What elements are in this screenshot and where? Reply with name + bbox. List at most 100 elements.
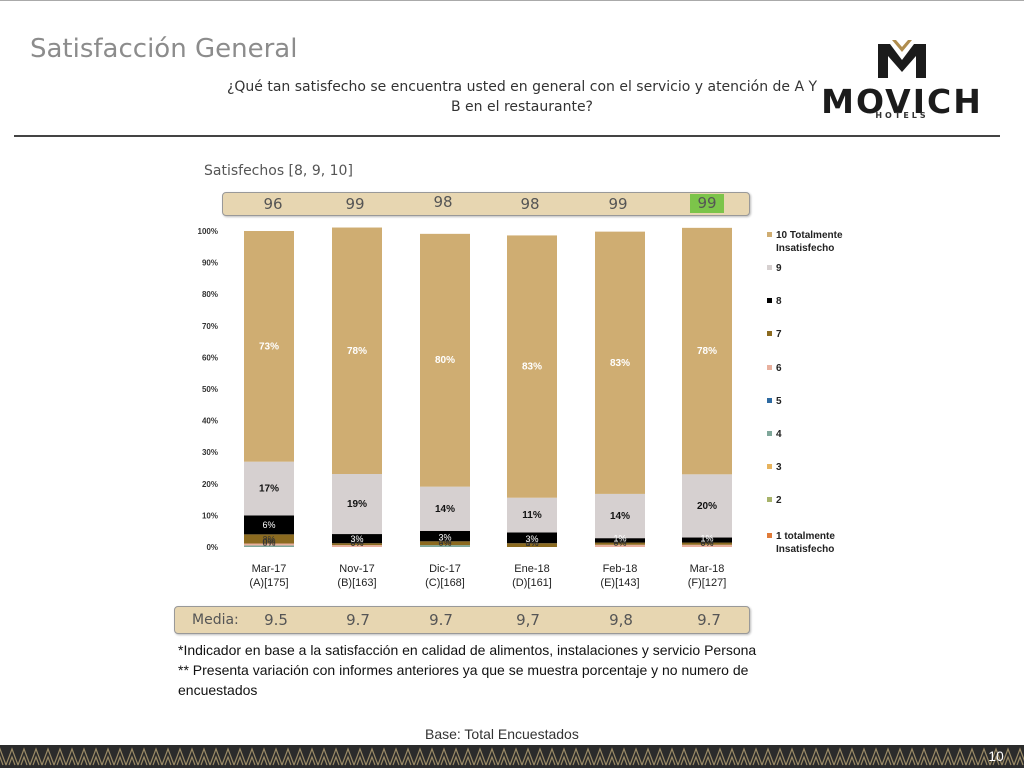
satisfied-band: 96 99 98 98 99 99 xyxy=(222,192,750,216)
legend-swatch xyxy=(767,232,772,237)
legend-swatch xyxy=(767,265,772,270)
legend-label: 9 xyxy=(776,263,782,274)
legend-label-cont: Insatisfecho xyxy=(776,243,834,254)
survey-question: ¿Qué tan satisfecho se encuentra usted e… xyxy=(226,79,818,115)
data-label: 1% xyxy=(700,536,713,546)
bar-segment xyxy=(332,543,382,546)
media-value: 9.5 xyxy=(264,611,288,629)
bar-segment xyxy=(682,474,732,538)
legend-swatch xyxy=(767,431,772,436)
data-label: 17% xyxy=(259,484,279,495)
data-label: 14% xyxy=(435,504,455,515)
data-label: 6% xyxy=(262,520,275,530)
bar-segment xyxy=(244,545,294,547)
media-value: 9,7 xyxy=(516,611,540,629)
satisfied-value: 96 xyxy=(263,195,283,213)
bar-segment xyxy=(332,227,382,475)
y-tick-label: 40% xyxy=(202,417,218,426)
media-band: Media: 9.5 9.7 9.7 9,7 9,8 9.7 xyxy=(174,606,750,634)
data-label: 0% xyxy=(438,538,451,548)
y-tick-label: 80% xyxy=(202,290,218,299)
satisfied-value: 98 xyxy=(433,193,453,211)
bar-segment xyxy=(332,545,382,547)
data-label: 3% xyxy=(350,534,363,544)
bar-segment xyxy=(682,542,732,545)
legend-swatch xyxy=(767,298,772,303)
satisfied-value: 99 xyxy=(345,195,365,213)
media-value: 9.7 xyxy=(697,611,721,629)
footer-zigzag xyxy=(0,747,1024,766)
data-label: 0% xyxy=(350,538,363,548)
bar-segment xyxy=(682,227,732,475)
x-tick-label: Mar-17 xyxy=(252,563,287,575)
slide-title: Satisfacción General xyxy=(30,34,298,64)
x-tick-label: Feb-18 xyxy=(603,563,638,575)
data-label: 14% xyxy=(610,511,630,522)
data-label: 3% xyxy=(525,534,538,544)
legend-label: 10 Totalmente xyxy=(776,230,843,241)
data-label: 0% xyxy=(350,538,363,548)
footnote-2: ** Presenta variación con informes anter… xyxy=(178,662,749,698)
y-tick-label: 60% xyxy=(202,353,218,362)
data-label: 1% xyxy=(613,536,626,546)
legend-label: 3 xyxy=(776,462,782,473)
y-tick-label: 20% xyxy=(202,480,218,489)
legend-swatch xyxy=(767,497,772,502)
data-label: 80% xyxy=(435,355,455,366)
bar-segment xyxy=(507,497,557,533)
bar-segment xyxy=(244,543,294,546)
legend-label-cont: Insatisfecho xyxy=(776,544,834,555)
data-label: 0% xyxy=(525,538,538,548)
x-tick-sublabel: (C)[168] xyxy=(425,577,465,589)
legend-label: 7 xyxy=(776,329,782,340)
media-value: 9,8 xyxy=(609,611,633,629)
bar-segment xyxy=(595,538,645,543)
data-label: 3% xyxy=(438,532,451,542)
bar-segment xyxy=(420,545,470,547)
legend-label: 1 totalmente xyxy=(776,531,835,542)
x-tick-label: Nov-17 xyxy=(339,563,374,575)
legend-swatch xyxy=(767,533,772,538)
legend-label: 6 xyxy=(776,363,782,374)
legend-label: 4 xyxy=(776,429,782,440)
data-label: 11% xyxy=(522,510,542,521)
data-label: 0% xyxy=(700,538,713,548)
bar-segment xyxy=(682,537,732,543)
y-tick-label: 90% xyxy=(202,259,218,268)
data-label: 0% xyxy=(525,538,538,548)
y-tick-label: 70% xyxy=(202,322,218,331)
x-tick-sublabel: (D)[161] xyxy=(512,577,552,589)
legend-label: 5 xyxy=(776,396,782,407)
bar-segment xyxy=(507,543,557,547)
bar-segment xyxy=(507,235,557,498)
x-tick-sublabel: (B)[163] xyxy=(337,577,376,589)
logo-text: MOVICH xyxy=(821,82,983,121)
data-label: 1% xyxy=(350,536,363,546)
data-label: 83% xyxy=(610,358,630,369)
data-label: 0% xyxy=(262,536,275,546)
y-tick-label: 50% xyxy=(202,385,218,394)
satisfied-label: Satisfechos [8, 9, 10] xyxy=(204,163,353,179)
data-label: 1% xyxy=(525,538,538,548)
bar-segment xyxy=(244,534,294,544)
footnote-1: *Indicador en base a la satisfacción en … xyxy=(178,642,757,658)
top-rule xyxy=(0,0,1024,1)
bar-segment xyxy=(420,530,470,542)
data-label: 83% xyxy=(522,362,542,373)
bar-segment xyxy=(420,233,470,487)
x-tick-label: Ene-18 xyxy=(514,563,549,575)
data-label: 1% xyxy=(700,534,713,544)
legend-swatch xyxy=(767,365,772,370)
data-label: 73% xyxy=(259,341,279,352)
bar-segment xyxy=(595,542,645,545)
bar-segment xyxy=(244,461,294,516)
page-number: 10 xyxy=(988,748,1004,764)
data-label: 0% xyxy=(613,538,626,548)
media-value: 9.7 xyxy=(429,611,453,629)
data-label: 0% xyxy=(262,538,275,548)
bar-segment xyxy=(595,544,645,547)
logo-subtext: HOTELS xyxy=(875,111,929,120)
y-tick-label: 30% xyxy=(202,448,218,457)
movich-logo-mark xyxy=(878,40,926,78)
x-tick-sublabel: (A)[175] xyxy=(249,577,288,589)
